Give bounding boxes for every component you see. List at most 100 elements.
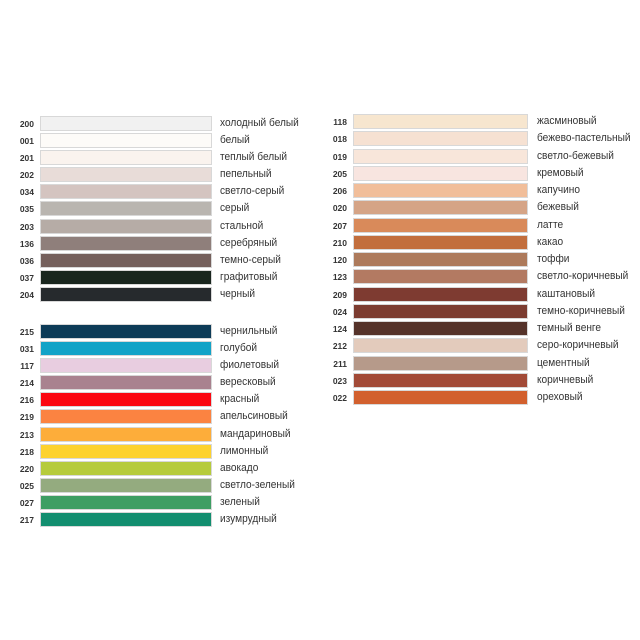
color-code: 211 xyxy=(333,358,347,369)
color-name: бежево-пастельный xyxy=(537,132,631,145)
color-code: 022 xyxy=(332,393,347,403)
color-name: цементный xyxy=(537,356,590,369)
color-name: жасминовый xyxy=(537,115,597,127)
color-name: темно-коричневый xyxy=(537,304,625,317)
color-name: вересковый xyxy=(220,376,276,389)
color-code: 209 xyxy=(332,289,347,300)
color-swatch xyxy=(353,252,528,267)
color-name: теплый белый xyxy=(220,151,288,164)
color-name: холодный белый xyxy=(220,117,299,129)
color-code: 120 xyxy=(332,255,347,265)
color-code: 037 xyxy=(19,272,34,283)
color-code: 216 xyxy=(19,395,34,406)
color-name: капучино xyxy=(537,184,580,196)
color-name: графитовый xyxy=(220,270,278,283)
color-name: черный xyxy=(220,287,256,300)
color-code: 215 xyxy=(19,327,34,337)
color-name: серо-коричневый xyxy=(537,339,619,352)
color-swatch xyxy=(40,167,212,183)
color-name: тоффи xyxy=(537,253,570,265)
color-swatch xyxy=(353,148,528,164)
color-swatch xyxy=(353,234,528,250)
color-code: 124 xyxy=(332,324,347,334)
color-name: пепельный xyxy=(220,168,272,181)
color-swatch xyxy=(353,114,528,129)
color-swatch xyxy=(353,303,528,319)
color-code: 214 xyxy=(19,378,34,389)
color-swatch xyxy=(40,512,212,528)
color-code: 035 xyxy=(19,204,34,215)
color-swatch xyxy=(40,218,212,234)
color-name: чернильный xyxy=(220,325,278,337)
color-code: 036 xyxy=(19,255,34,266)
color-swatch xyxy=(40,375,212,391)
color-name: стальной xyxy=(220,219,264,232)
color-swatch xyxy=(40,133,212,149)
color-code: 212 xyxy=(332,341,347,352)
color-swatch xyxy=(40,201,212,217)
color-code: 031 xyxy=(19,344,34,355)
color-code: 200 xyxy=(19,119,34,129)
color-code: 213 xyxy=(19,429,34,440)
color-name: голубой xyxy=(220,342,258,355)
color-swatch xyxy=(40,235,212,251)
color-name: светло-зеленый xyxy=(220,478,295,491)
color-swatch xyxy=(40,324,212,339)
color-name: авокадо xyxy=(220,461,259,474)
color-name: лимонный xyxy=(220,444,269,457)
color-swatch xyxy=(40,341,212,357)
color-name: бежевый xyxy=(537,201,579,214)
color-name: светло-серый xyxy=(220,185,285,198)
color-code: 202 xyxy=(19,170,34,181)
color-name: белый xyxy=(220,134,250,147)
color-swatch xyxy=(40,116,212,131)
color-name: красный xyxy=(220,393,260,406)
color-swatch xyxy=(353,269,528,285)
color-swatch xyxy=(40,358,212,374)
color-swatch xyxy=(40,443,212,459)
color-swatch xyxy=(40,286,212,302)
color-code: 217 xyxy=(19,515,34,526)
color-swatch xyxy=(40,184,212,200)
color-code: 123 xyxy=(332,272,347,283)
color-name: изумрудный xyxy=(220,513,277,526)
color-swatch xyxy=(353,390,528,405)
color-code: 204 xyxy=(19,289,34,300)
color-code: 218 xyxy=(19,446,34,457)
color-code: 203 xyxy=(19,221,34,232)
color-name: зеленый xyxy=(220,495,260,508)
color-swatch xyxy=(40,460,212,476)
color-name: ореховый xyxy=(537,391,583,403)
color-code: 019 xyxy=(332,151,347,162)
color-code: 136 xyxy=(19,238,34,249)
color-name: серый xyxy=(220,202,250,215)
color-swatch xyxy=(40,494,212,510)
color-name: коричневый xyxy=(537,373,594,386)
color-swatch xyxy=(353,372,528,388)
color-code: 206 xyxy=(332,186,347,196)
color-swatch xyxy=(353,286,528,302)
color-name: фиолетовый xyxy=(220,359,280,372)
color-swatch xyxy=(40,252,212,268)
color-name: латте xyxy=(537,218,564,231)
color-name: темно-серый xyxy=(220,253,281,266)
color-name: какао xyxy=(537,235,564,248)
color-name: светло-коричневый xyxy=(537,270,629,283)
color-code: 020 xyxy=(332,203,347,214)
color-swatch xyxy=(40,392,212,408)
color-swatch xyxy=(353,355,528,371)
color-code: 034 xyxy=(19,187,34,198)
color-code: 201 xyxy=(19,153,34,164)
color-swatch xyxy=(40,477,212,493)
color-swatch xyxy=(353,321,528,336)
color-swatch xyxy=(40,269,212,285)
color-name: кремовый xyxy=(537,166,584,179)
color-name: серебряный xyxy=(220,236,278,249)
color-code: 023 xyxy=(332,375,347,386)
color-code: 025 xyxy=(19,480,34,491)
color-swatch xyxy=(40,409,212,425)
color-name: светло-бежевый xyxy=(537,149,614,162)
color-name: темный венге xyxy=(537,322,602,334)
color-code: 117 xyxy=(20,361,34,372)
color-code: 205 xyxy=(332,168,347,179)
